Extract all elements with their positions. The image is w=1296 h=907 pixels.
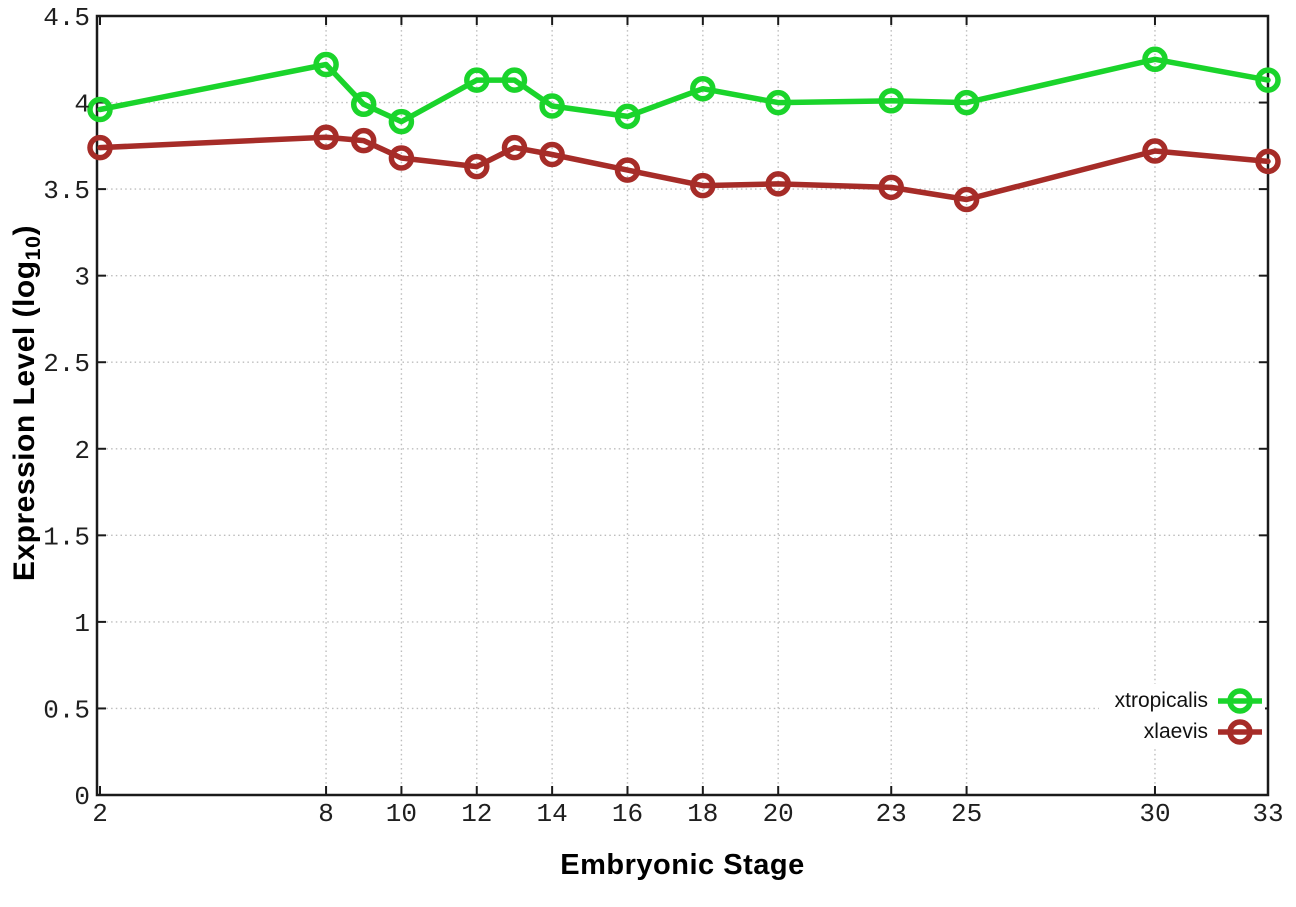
data-point-marker-xtropicalis: [614, 103, 641, 130]
data-point-marker-xtropicalis: [1255, 67, 1281, 93]
data-point-marker-xtropicalis: [350, 91, 377, 118]
y-tick-label: 4: [74, 90, 90, 120]
x-tick-label: 23: [876, 799, 907, 829]
legend-label: xtropicalis: [1114, 689, 1208, 712]
data-point-marker-xtropicalis: [388, 108, 415, 135]
data-point-marker-xtropicalis: [464, 67, 490, 93]
y-tick-label: 4.5: [43, 3, 90, 33]
gridlines: [97, 16, 1268, 795]
y-tick-label: 1: [74, 609, 90, 639]
data-point-marker-xlaevis: [1255, 148, 1281, 175]
data-point-marker-xlaevis: [690, 172, 716, 199]
plot-border: [95, 14, 1270, 797]
data-point-marker-xtropicalis: [1142, 46, 1168, 73]
x-tick-label: 14: [536, 799, 567, 829]
y-axis-title-prefix: Expression Level (log: [7, 260, 41, 582]
data-point-marker-xlaevis: [878, 174, 904, 201]
legend-marker-icon: [1218, 718, 1262, 745]
series-line-xlaevis: [97, 134, 1271, 203]
x-tick-label: 10: [386, 799, 417, 829]
data-point-marker-xlaevis: [87, 134, 113, 161]
data-point-marker-xtropicalis: [878, 88, 904, 114]
x-tick-label: 25: [951, 799, 982, 829]
data-point-marker-xlaevis: [953, 186, 980, 213]
data-point-marker-xlaevis: [464, 153, 490, 180]
x-tick-label: 30: [1139, 799, 1170, 829]
x-tick-label: 8: [318, 799, 334, 829]
y-tick-label: 3.5: [43, 176, 90, 206]
x-tick-label: 18: [687, 799, 718, 829]
y-axis-title: Expression Level (log10): [8, 225, 46, 581]
x-tick-label: 16: [612, 799, 643, 829]
legend-label: xlaevis: [1143, 720, 1208, 743]
y-tick-label: 3: [74, 263, 90, 293]
data-point-marker-xlaevis: [501, 134, 528, 161]
y-tick-label: 0: [74, 782, 90, 812]
data-point-marker-xlaevis: [765, 171, 791, 197]
data-point-marker-xtropicalis: [539, 93, 565, 119]
x-axis-title: Embryonic Stage: [560, 849, 805, 881]
legend: xtropicalis xlaevis: [1098, 684, 1265, 748]
y-tick-labels: 0 0.5 1 1.5 2 2.5 3 3.5 4 4.5: [43, 3, 90, 812]
data-point-marker-xtropicalis: [501, 67, 528, 93]
data-point-marker-xtropicalis: [690, 75, 716, 102]
legend-item-xlaevis: xlaevis: [1115, 716, 1263, 747]
x-tick-labels: 2 8 10 12 14 16 18 20 23 25 30 33: [92, 799, 1283, 829]
data-point-marker-xtropicalis: [953, 89, 980, 116]
data-point-marker-xlaevis: [388, 145, 415, 171]
plot-area-border: [95, 14, 1270, 797]
data-point-marker-xlaevis: [539, 141, 565, 168]
series-line-xtropicalis: [97, 56, 1271, 125]
y-tick-label: 1.5: [43, 522, 90, 552]
y-axis-title-suffix: ): [7, 224, 41, 236]
y-tick-label: 2: [74, 436, 90, 466]
legend-marker-icon: [1218, 687, 1262, 714]
data-point-marker-xtropicalis: [765, 89, 791, 116]
y-axis-title-subscript: 10: [20, 235, 46, 261]
x-tick-label: 33: [1252, 799, 1283, 829]
axis-ticks: [97, 15, 1269, 796]
x-tick-label: 2: [92, 799, 108, 829]
series-xlaevis: [87, 124, 1281, 213]
data-point-marker-xlaevis: [614, 157, 641, 183]
data-point-marker-xlaevis: [313, 124, 339, 150]
x-tick-label: 12: [461, 799, 492, 829]
series-xtropicalis: [87, 46, 1281, 135]
y-tick-label: 0.5: [43, 695, 90, 725]
legend-item-xtropicalis: xtropicalis: [1115, 685, 1263, 716]
y-tick-label: 2.5: [43, 349, 90, 379]
data-point-marker-xlaevis: [350, 127, 377, 154]
data-point-marker-xlaevis: [1142, 138, 1168, 164]
data-point-marker-xtropicalis: [313, 51, 339, 78]
data-series: [87, 46, 1281, 213]
x-tick-label: 20: [763, 799, 794, 829]
data-point-marker-xtropicalis: [87, 96, 113, 123]
